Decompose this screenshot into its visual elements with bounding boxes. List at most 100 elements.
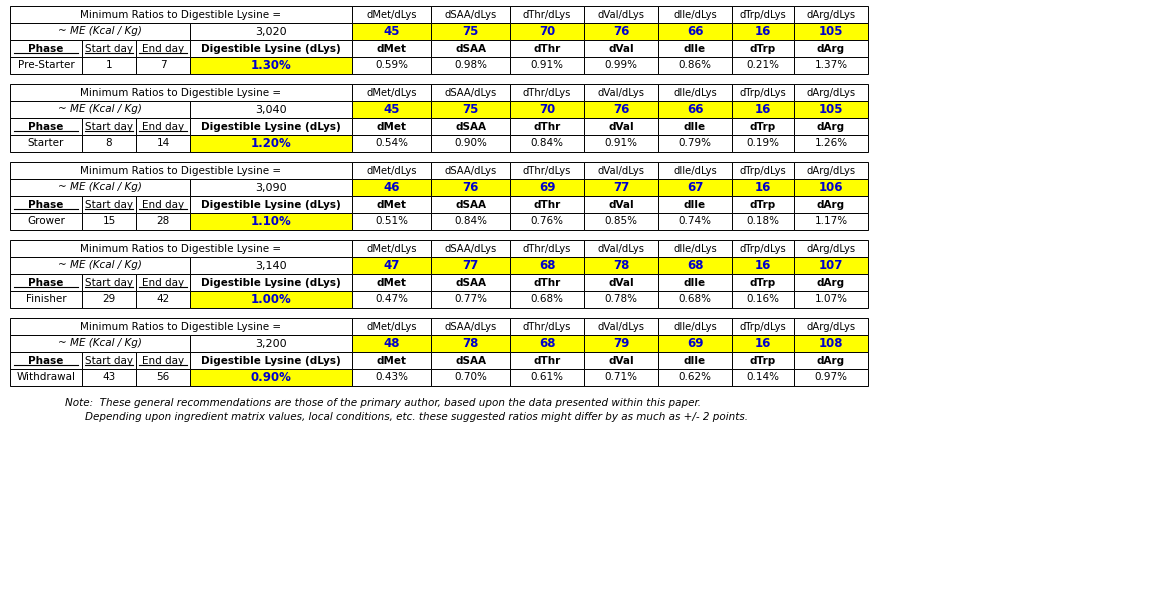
Bar <box>10 135 82 152</box>
Text: 108: 108 <box>819 337 843 350</box>
Text: dMet: dMet <box>377 200 407 210</box>
Bar <box>431 40 510 57</box>
Text: 0.74%: 0.74% <box>679 217 712 227</box>
Bar <box>658 213 732 230</box>
Bar <box>10 369 82 386</box>
Bar <box>658 135 732 152</box>
Bar <box>794 101 867 118</box>
Text: dArg/dLys: dArg/dLys <box>806 166 856 175</box>
Text: 1.07%: 1.07% <box>814 294 848 304</box>
Bar <box>794 57 867 74</box>
Bar <box>584 84 658 101</box>
Text: 14: 14 <box>157 139 169 149</box>
Bar <box>510 118 584 135</box>
Bar <box>794 257 867 274</box>
Text: 0.43%: 0.43% <box>376 372 408 382</box>
Bar <box>510 274 584 291</box>
Bar <box>510 196 584 213</box>
Text: dIle/dLys: dIle/dLys <box>673 9 717 20</box>
Text: dIle/dLys: dIle/dLys <box>673 243 717 253</box>
Bar <box>82 57 136 74</box>
Bar <box>584 291 658 308</box>
Text: dVal/dLys: dVal/dLys <box>598 166 644 175</box>
Bar <box>10 335 190 352</box>
Text: dSAA: dSAA <box>455 200 486 210</box>
Text: 0.99%: 0.99% <box>605 60 637 70</box>
Text: Minimum Ratios to Digestible Lysine =: Minimum Ratios to Digestible Lysine = <box>81 243 281 253</box>
Bar <box>510 23 584 40</box>
Bar <box>510 291 584 308</box>
Bar <box>353 118 431 135</box>
Text: 76: 76 <box>613 25 629 38</box>
Text: 0.14%: 0.14% <box>746 372 780 382</box>
Text: End day: End day <box>142 278 184 288</box>
Text: 45: 45 <box>384 103 400 116</box>
Bar <box>658 257 732 274</box>
Bar <box>732 274 794 291</box>
Text: Digestible Lysine (dLys): Digestible Lysine (dLys) <box>202 43 341 53</box>
Text: dTrp: dTrp <box>750 200 776 210</box>
Bar <box>353 369 431 386</box>
Bar <box>10 118 82 135</box>
Bar <box>82 291 136 308</box>
Text: dTrp: dTrp <box>750 43 776 53</box>
Bar <box>190 23 353 40</box>
Bar <box>353 135 431 152</box>
Text: Minimum Ratios to Digestible Lysine =: Minimum Ratios to Digestible Lysine = <box>81 9 281 20</box>
Text: Note:  These general recommendations are those of the primary author, based upon: Note: These general recommendations are … <box>65 398 702 408</box>
Text: ~ ME (Kcal / Kg): ~ ME (Kcal / Kg) <box>58 260 142 271</box>
Text: dTrp: dTrp <box>750 278 776 288</box>
Bar <box>732 335 794 352</box>
Text: 69: 69 <box>539 181 555 194</box>
Bar <box>584 335 658 352</box>
Text: 3,140: 3,140 <box>256 260 287 271</box>
Text: 0.68%: 0.68% <box>679 294 712 304</box>
Text: 3,020: 3,020 <box>256 27 287 37</box>
Bar <box>353 318 431 335</box>
Text: 76: 76 <box>462 181 479 194</box>
Bar <box>794 6 867 23</box>
Text: dMet/dLys: dMet/dLys <box>366 321 417 332</box>
Text: End day: End day <box>142 43 184 53</box>
Bar <box>431 257 510 274</box>
Text: dTrp: dTrp <box>750 121 776 131</box>
Bar <box>431 23 510 40</box>
Text: dSAA/dLys: dSAA/dLys <box>445 243 497 253</box>
Text: Withdrawal: Withdrawal <box>16 372 76 382</box>
Text: dIle/dLys: dIle/dLys <box>673 321 717 332</box>
Text: dTrp/dLys: dTrp/dLys <box>740 166 787 175</box>
Bar <box>794 84 867 101</box>
Text: 78: 78 <box>613 259 629 272</box>
Bar <box>658 291 732 308</box>
Bar <box>10 291 82 308</box>
Text: 76: 76 <box>613 103 629 116</box>
Bar <box>136 40 190 57</box>
Text: Start day: Start day <box>85 278 132 288</box>
Bar <box>431 291 510 308</box>
Bar <box>584 196 658 213</box>
Text: 0.91%: 0.91% <box>605 139 637 149</box>
Text: 29: 29 <box>103 294 115 304</box>
Bar <box>732 40 794 57</box>
Text: dTrp/dLys: dTrp/dLys <box>740 321 787 332</box>
Bar <box>10 84 353 101</box>
Bar <box>431 135 510 152</box>
Text: 0.90%: 0.90% <box>251 371 291 384</box>
Bar <box>658 196 732 213</box>
Bar <box>658 84 732 101</box>
Text: 0.84%: 0.84% <box>454 217 487 227</box>
Bar <box>584 40 658 57</box>
Bar <box>510 352 584 369</box>
Bar <box>794 213 867 230</box>
Bar <box>10 6 353 23</box>
Text: Phase: Phase <box>29 278 63 288</box>
Bar <box>431 179 510 196</box>
Bar <box>10 23 190 40</box>
Bar <box>732 84 794 101</box>
Text: 47: 47 <box>384 259 400 272</box>
Bar <box>190 179 353 196</box>
Bar <box>794 23 867 40</box>
Bar <box>794 291 867 308</box>
Bar <box>584 257 658 274</box>
Bar <box>353 335 431 352</box>
